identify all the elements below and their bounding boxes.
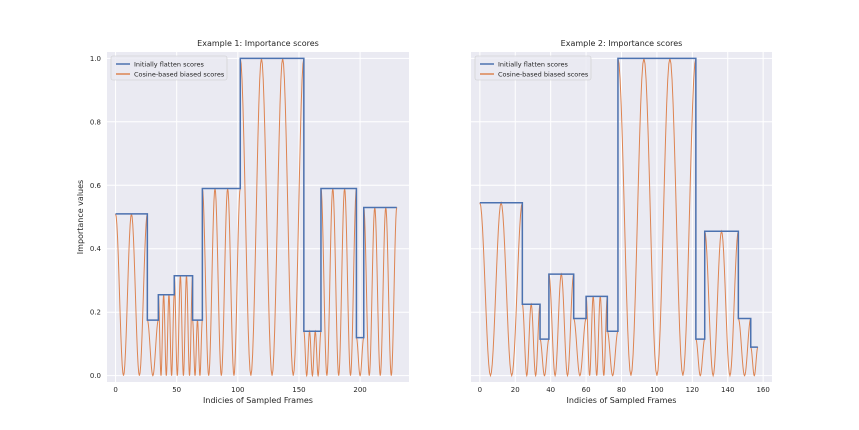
chart-title: Example 2: Importance scores (561, 39, 683, 48)
x-tick-label: 0 (113, 386, 117, 394)
legend-label: Cosine-based biased scores (134, 70, 225, 78)
x-tick-label: 160 (756, 386, 769, 394)
series-line-initially-flatten-scores (479, 57, 758, 348)
x-tick-label: 50 (172, 386, 181, 394)
x-tick-label: 100 (650, 386, 663, 394)
legend-label: Initially flatten scores (498, 60, 569, 68)
chart-title: Example 1: Importance scores (197, 39, 319, 48)
x-tick-label: 20 (511, 386, 520, 394)
y-tick-label: 1.0 (90, 55, 101, 63)
x-axis-label: Indicies of Sampled Frames (567, 396, 677, 405)
y-tick-label: 0.4 (90, 245, 102, 253)
y-tick-label: 0.2 (90, 309, 101, 317)
x-tick-label: 40 (546, 386, 555, 394)
x-tick-label: 60 (582, 386, 591, 394)
y-tick-label: 0.6 (90, 182, 102, 190)
y-tick-label: 0.0 (90, 372, 101, 380)
x-tick-label: 140 (721, 386, 734, 394)
chart-panel-example-1: Example 1: Importance scores 0 50 100 150 200… (76, 39, 409, 405)
x-tick-label: 100 (231, 386, 244, 394)
x-tick-label: 80 (617, 386, 626, 394)
x-tick-label: 150 (292, 386, 305, 394)
series-line-initially-flatten-scores (115, 57, 397, 339)
series-line-cosine-biased-scores (115, 58, 398, 378)
x-tick-label: 200 (353, 386, 366, 394)
x-tick-label: 0 (478, 386, 482, 394)
x-axis-label: Indicies of Sampled Frames (203, 396, 313, 405)
legend-label: Cosine-based biased scores (498, 70, 589, 78)
legend-box (474, 55, 592, 81)
legend-label: Initially flatten scores (134, 60, 205, 68)
legend-box (110, 55, 228, 81)
y-axis-label: Importance values (76, 180, 85, 254)
chart-panel-example-2: Example 2: Importance scores 0 20 40 60 80 100… (471, 39, 772, 405)
y-tick-label: 0.8 (90, 118, 101, 126)
x-tick-label: 120 (686, 386, 699, 394)
